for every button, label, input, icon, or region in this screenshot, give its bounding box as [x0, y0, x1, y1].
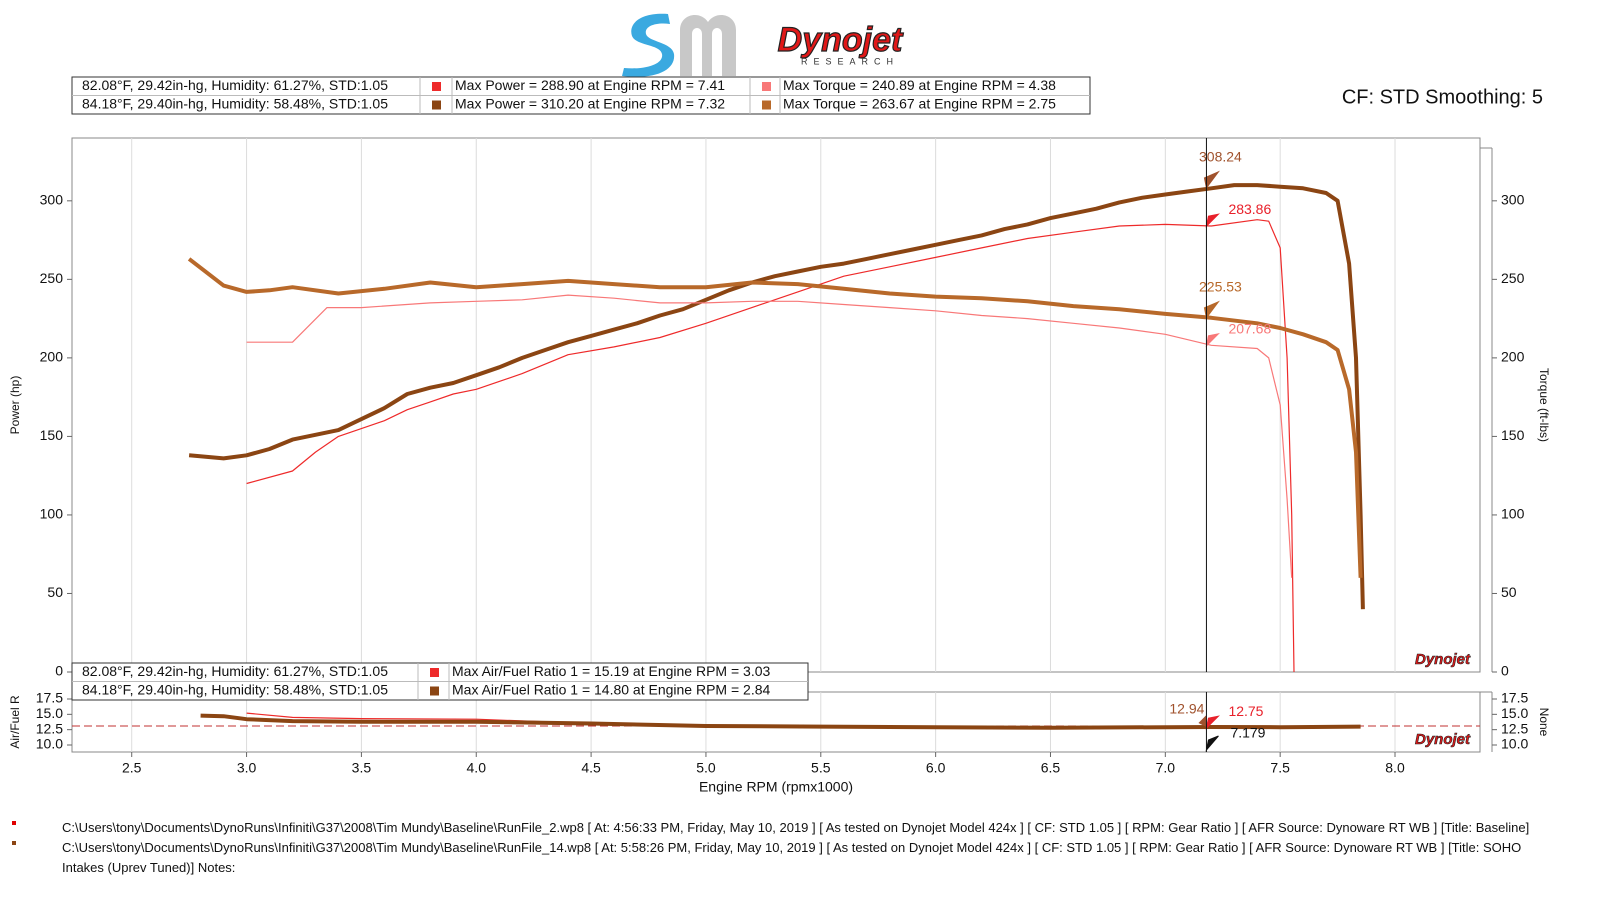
cursor-arrow	[1205, 735, 1219, 752]
legend-entry: Max Power = 288.90 at Engine RPM = 7.41	[455, 77, 725, 93]
annotation-label: 283.86	[1228, 201, 1271, 217]
annotation-arrow	[1203, 170, 1220, 190]
y-tick-label: 0	[55, 663, 63, 679]
annotation-arrow	[1198, 714, 1207, 727]
legend-entry: Max Torque = 240.89 at Engine RPM = 4.38	[783, 77, 1056, 93]
plot-frame	[71, 137, 1481, 673]
annotation-label: 12.94	[1169, 701, 1204, 717]
logo-sub: RESEARCH	[801, 56, 899, 66]
settings-title: CF: STD Smoothing: 5	[1342, 86, 1543, 108]
legend: 82.08°F, 29.42in-hg, Humidity: 61.27%, S…	[71, 662, 809, 701]
legend-conditions: 82.08°F, 29.42in-hg, Humidity: 61.27%, S…	[82, 663, 388, 679]
legend-entry: Max Air/Fuel Ratio 1 = 14.80 at Engine R…	[452, 682, 771, 698]
footer: C:\Users\tony\Documents\DynoRuns\Infinit…	[62, 818, 1552, 878]
legend-marker	[432, 100, 441, 110]
y-axis-label: Air/Fuel R	[8, 695, 22, 749]
x-tick-label: 3.5	[352, 760, 372, 776]
x-tick-label: 5.0	[696, 760, 716, 776]
x-tick-label: 5.5	[811, 760, 831, 776]
file-line: C:\Users\tony\Documents\DynoRuns\Infinit…	[62, 840, 1522, 875]
legend-entry: Max Air/Fuel Ratio 1 = 15.19 at Engine R…	[452, 663, 771, 679]
annotation-arrow	[1205, 715, 1220, 730]
footer-marker	[12, 841, 16, 845]
legend-marker	[762, 82, 771, 91]
legend-conditions: 82.08°F, 29.42in-hg, Humidity: 61.27%, S…	[82, 77, 388, 93]
legend-marker	[430, 686, 439, 696]
legend-marker	[762, 100, 771, 110]
annotation-label: 207.68	[1228, 321, 1271, 337]
y2-tick-label: 100	[1501, 506, 1525, 522]
y2-tick-label: 15.0	[1501, 705, 1528, 721]
y-tick-label: 100	[40, 506, 64, 522]
y-tick-label: 10.0	[36, 736, 63, 752]
annotation-label: 12.75	[1228, 703, 1263, 719]
y2-tick-label: 200	[1501, 349, 1525, 365]
annotation-label: 308.24	[1199, 149, 1242, 165]
x-tick-label: 6.0	[926, 760, 946, 776]
x-tick-label: 4.0	[467, 760, 487, 776]
watermark: Dynojet	[1415, 731, 1471, 748]
y2-tick-label: 0	[1501, 663, 1509, 679]
logo-brand: Dynojet	[778, 21, 904, 59]
y2-tick-label: 17.5	[1501, 690, 1528, 706]
y-tick-label: 15.0	[36, 705, 63, 721]
y-tick-label: 50	[47, 584, 63, 600]
series-line	[246, 219, 1295, 673]
legend-entry: Max Power = 310.20 at Engine RPM = 7.32	[455, 96, 725, 112]
x-tick-label: 4.5	[581, 760, 601, 776]
annotation-arrow	[1203, 300, 1220, 319]
y2-tick-label: 10.0	[1501, 736, 1528, 752]
series-line	[200, 713, 1361, 730]
cursor-label: 7.179	[1230, 725, 1265, 741]
legend-conditions: 84.18°F, 29.40in-hg, Humidity: 58.48%, S…	[82, 682, 388, 698]
y-tick-label: 200	[40, 349, 64, 365]
y-tick-label: 300	[40, 192, 64, 208]
watermark: Dynojet	[1415, 651, 1471, 668]
annotation-label: 225.53	[1199, 278, 1242, 294]
y2-axis-label: Torque (ft-lbs)	[1537, 368, 1551, 442]
legend-conditions: 84.18°F, 29.40in-hg, Humidity: 58.48%, S…	[82, 96, 388, 112]
y-tick-label: 17.5	[36, 690, 63, 706]
y2-tick-label: 300	[1501, 192, 1525, 208]
legend-marker	[432, 82, 441, 91]
x-tick-label: 7.0	[1156, 760, 1176, 776]
y-tick-label: 12.5	[36, 720, 63, 736]
legend-entry: Max Torque = 263.67 at Engine RPM = 2.75	[783, 96, 1056, 112]
annotation-arrow	[1205, 333, 1220, 348]
x-tick-label: 8.0	[1385, 760, 1405, 776]
y2-tick-label: 12.5	[1501, 720, 1528, 736]
y-tick-label: 250	[40, 270, 64, 286]
x-tick-label: 7.5	[1270, 760, 1290, 776]
y2-axis-label: None	[1537, 708, 1551, 737]
series-line	[246, 294, 1293, 578]
legend: 82.08°F, 29.42in-hg, Humidity: 61.27%, S…	[71, 76, 1091, 115]
y-tick-label: 150	[40, 427, 64, 443]
y-axis-label: Power (hp)	[8, 376, 22, 435]
series-line	[187, 257, 1363, 578]
annotation-arrow	[1205, 213, 1220, 228]
x-tick-label: 6.5	[1041, 760, 1061, 776]
x-tick-label: 2.5	[122, 760, 142, 776]
x-axis-label: Engine RPM (rpmx1000)	[699, 779, 853, 795]
legend-marker	[430, 668, 439, 677]
x-tick-label: 3.0	[237, 760, 257, 776]
logo-mark	[622, 13, 736, 77]
y2-tick-label: 150	[1501, 427, 1525, 443]
footer-marker	[12, 821, 16, 825]
y2-tick-label: 250	[1501, 270, 1525, 286]
series-line	[188, 183, 1365, 610]
y2-tick-label: 50	[1501, 584, 1517, 600]
file-line: C:\Users\tony\Documents\DynoRuns\Infinit…	[62, 820, 1530, 835]
